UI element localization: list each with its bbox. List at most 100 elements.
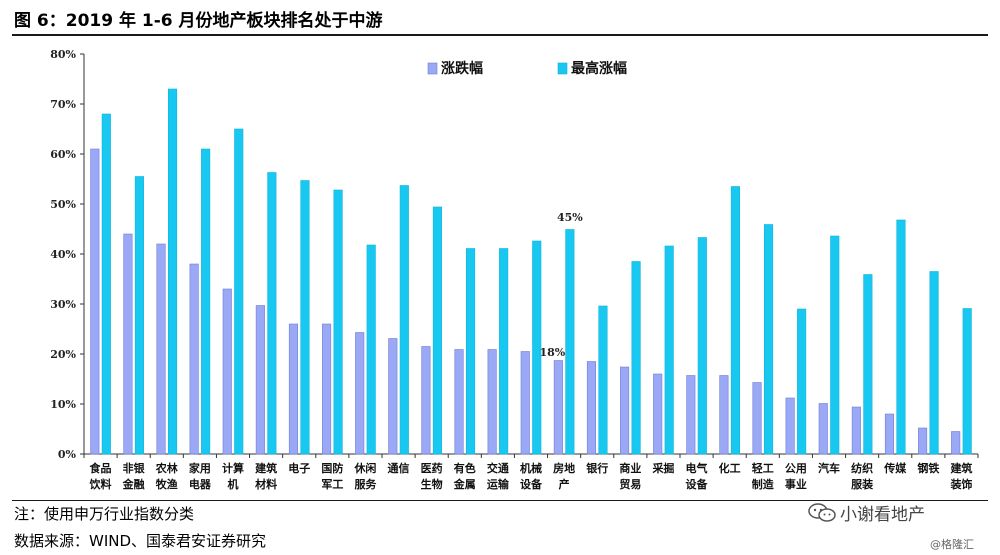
x-tick-label: 公用: [785, 462, 807, 475]
bar-max-gain: [730, 186, 740, 455]
bar-change: [884, 413, 895, 455]
bar-change: [686, 375, 696, 455]
x-tick-label: 电器: [189, 477, 212, 491]
watermark-handle: @格隆汇: [930, 538, 974, 551]
y-tick-label: 80%: [50, 48, 76, 61]
bar-change: [322, 323, 332, 455]
bar-change: [255, 305, 265, 455]
x-tick-label: 国防: [321, 461, 343, 475]
bar-change: [951, 431, 961, 455]
bar-max-gain: [399, 185, 409, 455]
x-tick-label: 电子: [288, 461, 310, 475]
x-tick-label: 运输: [487, 477, 510, 491]
data-label: 45%: [557, 211, 583, 224]
bar-max-gain: [565, 229, 575, 455]
bar-max-gain: [267, 172, 277, 455]
x-tick-label: 农林: [155, 461, 178, 475]
y-tick-label: 20%: [50, 348, 76, 361]
bar-max-gain: [201, 148, 211, 455]
x-tick-label: 事业: [785, 477, 807, 491]
bar-change: [123, 233, 133, 455]
x-tick-label: 贸易: [619, 477, 641, 491]
bar-change: [288, 323, 299, 455]
x-tick-label: 房地: [553, 461, 575, 475]
figure-title: 图 6：2019 年 1-6 月份地产板块排名处于中游: [14, 11, 383, 31]
x-tick-label: 银行: [586, 461, 608, 475]
footer-divider: [12, 500, 988, 501]
x-tick-label: 汽车: [818, 461, 840, 475]
x-tick-label: 军工: [321, 478, 343, 491]
y-tick-label: 50%: [50, 198, 76, 211]
bar-max-gain: [167, 88, 178, 455]
x-tick-label: 生物: [421, 477, 443, 491]
x-tick-label: 牧渔: [156, 477, 178, 491]
y-tick-label: 70%: [50, 98, 76, 111]
x-tick-label: 纺织: [851, 461, 873, 475]
x-tick-label: 非银: [123, 461, 146, 475]
x-tick-label: 休闲: [353, 461, 376, 475]
x-tick-label: 通信: [388, 461, 410, 475]
y-tick-label: 60%: [50, 148, 76, 161]
bar-change: [553, 360, 563, 455]
x-tick-label: 家用: [189, 461, 211, 475]
bar-change: [785, 397, 795, 455]
bar-max-gain: [962, 308, 972, 455]
x-tick-label: 建筑: [950, 461, 972, 475]
y-tick-label: 30%: [50, 298, 76, 311]
x-tick-label: 商业: [619, 461, 641, 475]
bar-change: [189, 263, 199, 455]
x-tick-label: 设备: [686, 477, 709, 491]
bar-max-gain: [896, 219, 906, 455]
x-tick-label: 医药: [421, 461, 443, 475]
x-tick-label: 服务: [354, 477, 377, 491]
bar-max-gain: [763, 224, 774, 455]
bar-change: [388, 338, 398, 455]
x-tick-label: 装饰: [949, 477, 972, 491]
bar-change: [454, 349, 464, 455]
y-tick-label: 0%: [58, 448, 77, 461]
bar-max-gain: [134, 176, 144, 455]
bar-max-gain: [366, 244, 376, 455]
bar-change: [752, 382, 762, 455]
bar-max-gain: [598, 305, 608, 455]
y-tick-label: 10%: [50, 398, 76, 411]
x-tick-label: 轻工: [752, 461, 774, 475]
legend-label: 涨跌幅: [441, 60, 483, 77]
x-tick-label: 采掘: [651, 461, 674, 475]
x-tick-label: 机: [228, 477, 239, 491]
bar-max-gain: [499, 248, 509, 455]
x-tick-label: 计算: [222, 461, 244, 475]
chart-note: 注：使用申万行业指数分类: [14, 505, 195, 523]
x-tick-label: 材料: [255, 477, 277, 491]
bar-change: [520, 351, 530, 455]
bar-max-gain: [797, 308, 807, 455]
x-tick-label: 金属: [453, 477, 476, 491]
x-tick-label: 建筑: [255, 461, 277, 475]
x-tick-label: 电气: [686, 461, 708, 475]
data-label: 18%: [539, 346, 565, 359]
bar-max-gain: [830, 235, 840, 455]
bar-change: [620, 366, 630, 455]
bar-change: [90, 148, 100, 455]
x-tick-label: 机械: [520, 461, 542, 475]
bar-change: [421, 346, 431, 455]
x-tick-label: 产: [559, 477, 570, 491]
bar-max-gain: [664, 245, 674, 455]
bar-max-gain: [465, 248, 476, 455]
bar-change: [719, 375, 729, 455]
x-tick-label: 钢铁: [917, 461, 939, 475]
x-tick-label: 传媒: [883, 461, 907, 475]
bar-chart: 0% 10% 20% 30% 40% 50% 60% 70% 80% 食品饮料非银金融农林牧渔家用…: [50, 48, 979, 491]
title-divider: [12, 34, 988, 36]
x-tick-label: 服装: [851, 477, 873, 491]
bar-max-gain: [234, 128, 244, 455]
bar-change: [851, 406, 861, 455]
bar-max-gain: [631, 261, 641, 455]
watermark-text: 小谢看地产: [840, 505, 925, 525]
data-source: 数据来源：WIND、国泰君安证券研究: [14, 532, 267, 550]
bar-max-gain: [101, 113, 111, 455]
bar-max-gain: [697, 237, 707, 455]
x-tick-label: 制造: [752, 477, 775, 491]
bar-max-gain: [432, 206, 442, 455]
bar-max-gain: [532, 240, 542, 455]
